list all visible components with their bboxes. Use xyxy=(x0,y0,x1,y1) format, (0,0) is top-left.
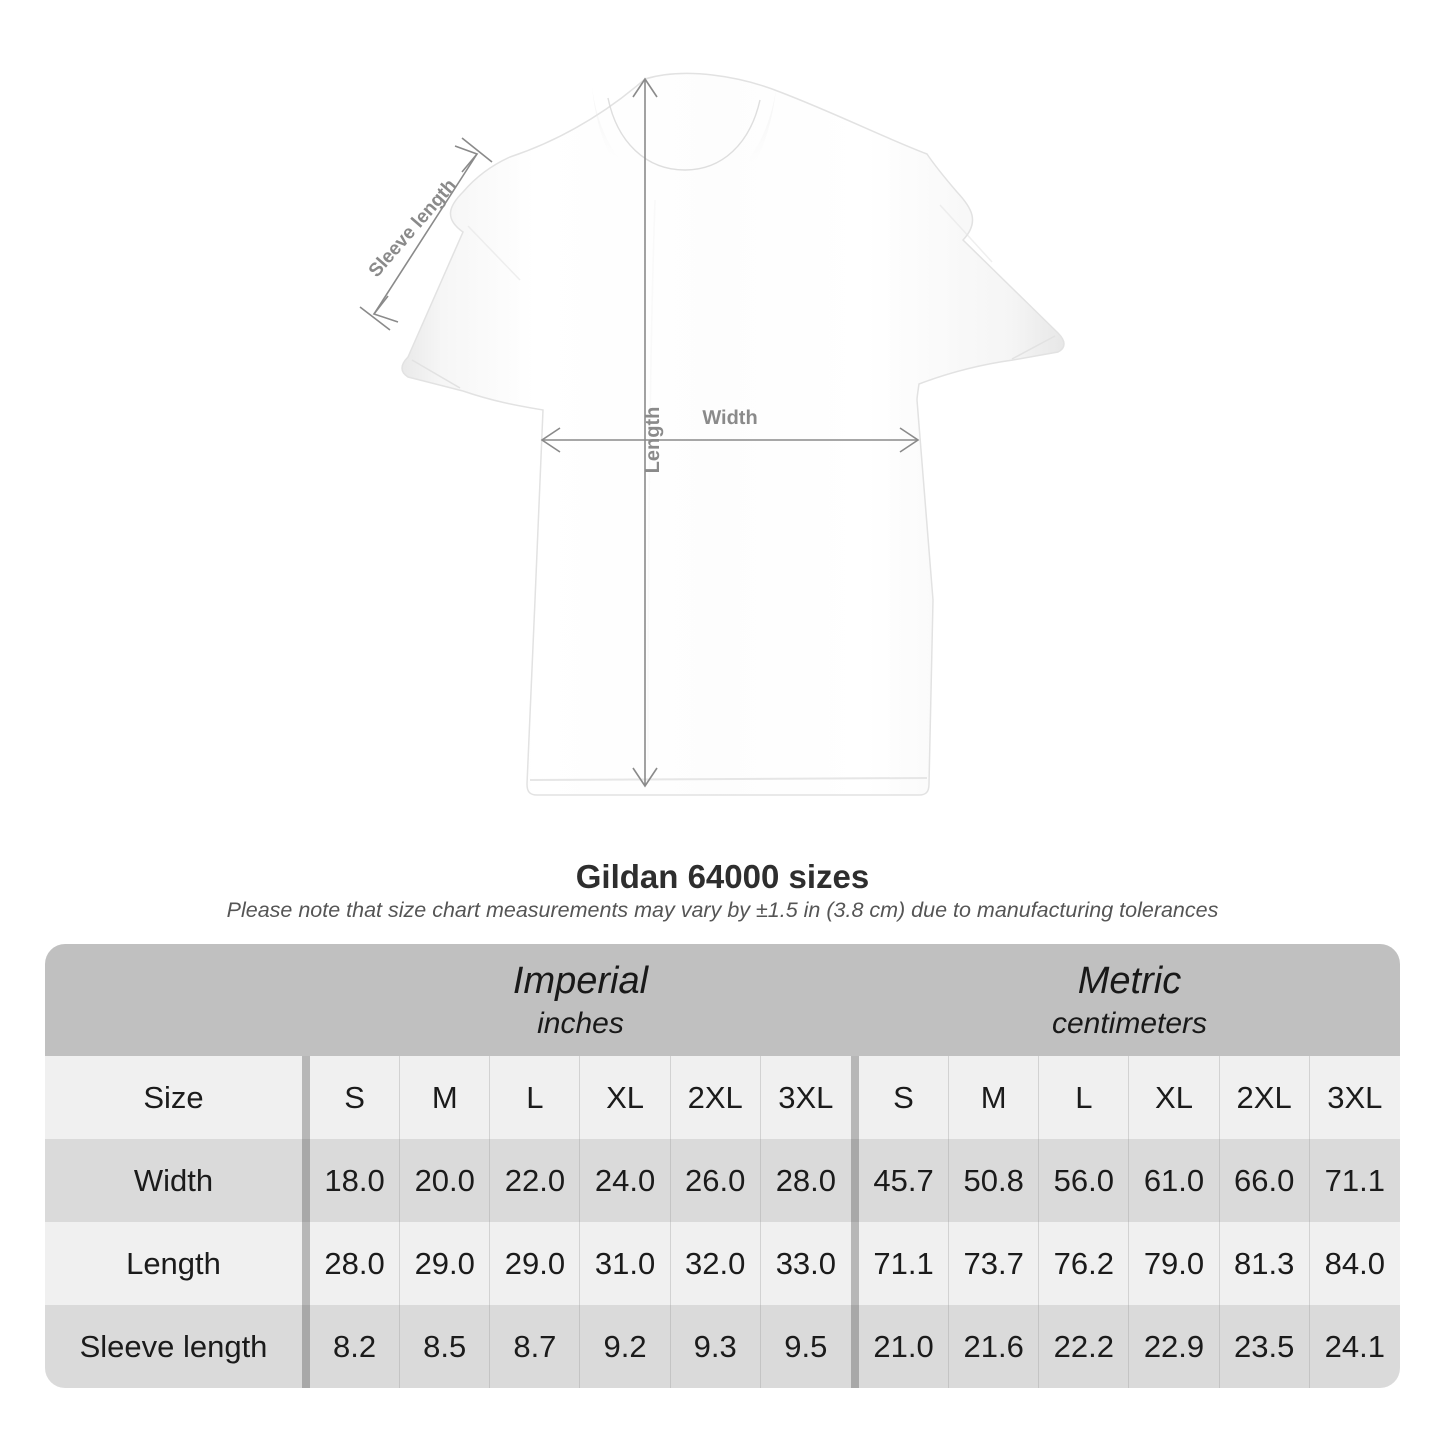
svg-text:Length: Length xyxy=(642,407,664,474)
svg-text:Width: Width xyxy=(702,407,757,429)
svg-text:Sleeve length: Sleeve length xyxy=(365,175,461,281)
